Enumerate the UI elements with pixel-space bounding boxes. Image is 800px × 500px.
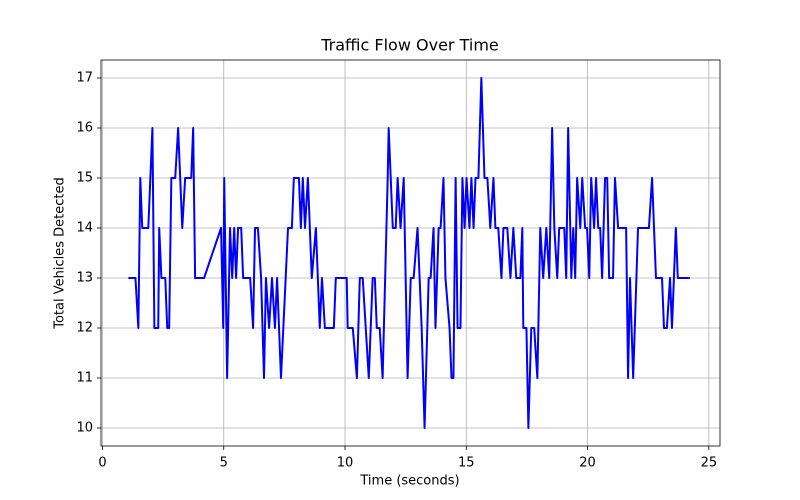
- y-tick-label: 13: [76, 271, 93, 286]
- y-tick-label: 16: [76, 121, 93, 136]
- x-tick-label: 5: [220, 456, 228, 471]
- y-tick-label: 10: [76, 421, 93, 436]
- y-tick-label: 12: [76, 321, 93, 336]
- chart-title: Traffic Flow Over Time: [320, 36, 499, 55]
- y-tick-label: 11: [76, 371, 93, 386]
- x-tick-label: 20: [579, 456, 596, 471]
- y-axis-label: Total Vehicles Detected: [53, 177, 68, 330]
- y-tick-label: 15: [76, 171, 93, 186]
- y-tick-label: 17: [76, 71, 93, 86]
- x-axis-label: Time (seconds): [359, 474, 459, 489]
- x-tick-label: 15: [458, 456, 475, 471]
- x-tick-label: 25: [701, 456, 718, 471]
- x-tick-label: 10: [337, 456, 354, 471]
- data-line: [128, 77, 690, 429]
- x-tick-label: 0: [98, 456, 106, 471]
- plot-frame: [100, 59, 721, 447]
- y-tick-label: 14: [76, 221, 93, 236]
